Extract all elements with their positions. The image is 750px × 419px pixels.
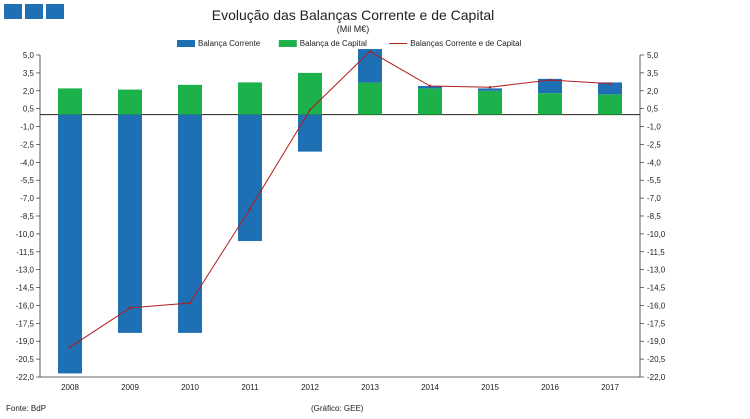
line-point: [248, 207, 252, 211]
y-tick-label-right: -4,0: [647, 158, 661, 167]
line-point: [488, 86, 492, 89]
line-balancas: [69, 50, 611, 348]
y-tick-label-left: -8,5: [20, 212, 34, 221]
bar-corrente: [118, 114, 142, 333]
y-tick-label-left: -2,5: [20, 140, 34, 149]
bar-corrente: [358, 49, 382, 83]
y-tick-label-left: -16,0: [16, 301, 35, 310]
bar-capital: [418, 88, 442, 115]
credit-note: (Gráfico: GEE): [311, 404, 364, 413]
bar-capital: [358, 82, 382, 115]
y-tick-label-left: -22,0: [16, 373, 35, 382]
line-point: [548, 78, 552, 82]
y-tick-label-left: -5,5: [20, 176, 34, 185]
y-tick-label-left: 0,5: [23, 105, 35, 114]
x-tick-label: 2012: [301, 383, 319, 392]
logo-block: [25, 4, 43, 19]
legend-label: Balança Corrente: [198, 39, 261, 48]
y-tick-label-right: -8,5: [647, 212, 661, 221]
y-tick-label-right: -17,5: [647, 319, 666, 328]
x-tick-label: 2015: [481, 383, 499, 392]
x-tick-label: 2010: [181, 383, 199, 392]
legend-label: Balanças Corrente e de Capital: [410, 39, 521, 48]
bar-corrente: [478, 88, 502, 91]
y-tick-label-left: -14,5: [16, 284, 35, 293]
chart-title: Evolução das Balanças Corrente e de Capi…: [212, 7, 495, 23]
x-tick-label: 2017: [601, 383, 619, 392]
bar-corrente: [298, 114, 322, 152]
y-tick-label-right: -20,5: [647, 355, 666, 364]
line-point: [188, 301, 192, 305]
y-tick-label-left: -1,0: [20, 123, 34, 132]
y-tick-label-right: -7,0: [647, 194, 661, 203]
line-point: [308, 108, 312, 112]
source-note: Fonte: BdP: [6, 404, 47, 413]
y-tick-label-left: -17,5: [16, 319, 35, 328]
line-point: [128, 306, 132, 310]
y-tick-label-left: -10,0: [16, 230, 35, 239]
y-tick-label-right: 2,0: [647, 87, 659, 96]
logo: [4, 4, 64, 19]
bar-corrente: [238, 114, 262, 242]
y-tick-label-right: -13,0: [647, 266, 666, 275]
y-tick-label-left: -20,5: [16, 355, 35, 364]
y-tick-label-right: -5,5: [647, 176, 661, 185]
legend-label: Balança de Capital: [300, 39, 367, 48]
y-tick-label-left: -7,0: [20, 194, 34, 203]
y-tick-label-right: -14,5: [647, 284, 666, 293]
bar-corrente: [598, 82, 622, 95]
bar-corrente: [178, 114, 202, 333]
bar-capital: [118, 89, 142, 115]
bar-corrente: [538, 78, 562, 94]
line-series: [68, 50, 612, 349]
bar-capital: [238, 82, 262, 115]
y-tick-label-right: -2,5: [647, 140, 661, 149]
bar-corrente: [58, 114, 82, 374]
tick-labels: 5,0 5,0 3,5 3,5 2,0 2,0 0,5 0,5 -1,0 -1,0 -2,5 -2,5…: [16, 51, 666, 392]
y-tick-label-right: 3,5: [647, 69, 659, 78]
bar-capital: [478, 90, 502, 115]
y-tick-label-left: 3,5: [23, 69, 35, 78]
y-tick-label-left: -11,5: [16, 248, 34, 257]
chart: Evolução das Balanças Corrente e de Capi…: [16, 7, 666, 392]
bar-capital: [178, 84, 202, 115]
x-tick-label: 2013: [361, 383, 379, 392]
logo-block: [46, 4, 64, 19]
legend-swatch: [177, 40, 195, 47]
y-tick-label-right: -19,0: [647, 337, 666, 346]
y-tick-label-right: -16,0: [647, 301, 666, 310]
logo-block: [4, 4, 22, 19]
x-tick-label: 2009: [121, 383, 139, 392]
x-tick-label: 2011: [241, 383, 259, 392]
x-tick-label: 2016: [541, 383, 559, 392]
bar-capital: [538, 93, 562, 115]
legend-swatch: [278, 40, 297, 47]
x-tick-label: 2014: [421, 383, 439, 392]
legend: Balança Corrente Balança de Capital Balanç…: [177, 39, 522, 48]
y-tick-label-right: 0,5: [647, 105, 659, 114]
bar-capital: [58, 88, 82, 115]
y-tick-label-right: -22,0: [647, 373, 666, 382]
line-point: [368, 50, 372, 53]
y-tick-label-left: 5,0: [23, 51, 35, 60]
y-tick-label-right: 5,0: [647, 51, 659, 60]
line-point: [428, 84, 432, 88]
x-tick-label: 2008: [61, 383, 79, 392]
y-tick-label-left: -19,0: [16, 337, 35, 346]
line-point: [608, 82, 612, 85]
y-tick-label-right: -1,0: [647, 123, 661, 132]
y-tick-label-left: -4,0: [20, 158, 34, 167]
bar-capital: [598, 94, 622, 115]
chart-subtitle: (Mil M€): [337, 24, 370, 34]
bar-capital: [298, 72, 322, 115]
y-tick-label-right: -10,0: [647, 230, 666, 239]
y-tick-label-left: 2,0: [23, 87, 35, 96]
bars: [58, 49, 622, 374]
y-tick-label-right: -11,5: [647, 248, 665, 257]
line-point: [68, 345, 72, 349]
y-tick-label-left: -13,0: [16, 266, 35, 275]
